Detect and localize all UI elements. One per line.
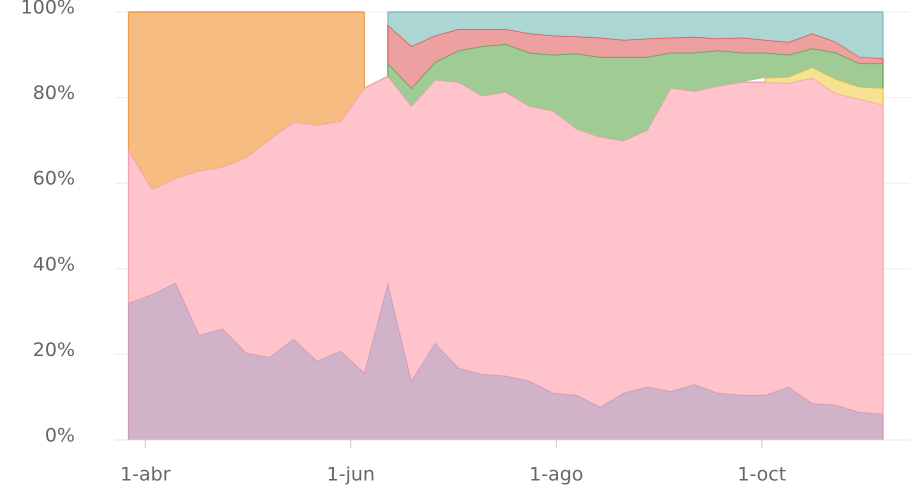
y-tick-label: 100% bbox=[21, 0, 75, 19]
y-tick-label: 80% bbox=[33, 82, 75, 104]
x-tick-label: 1-abr bbox=[120, 464, 171, 486]
x-tick-label: 1-oct bbox=[737, 464, 786, 486]
y-tick-label: 0% bbox=[45, 425, 75, 447]
y-tick-label: 60% bbox=[33, 168, 75, 190]
area bbox=[387, 12, 884, 59]
area bbox=[128, 76, 884, 414]
y-tick-label: 40% bbox=[33, 253, 75, 275]
area bbox=[128, 282, 884, 440]
area-edge bbox=[765, 66, 884, 89]
area bbox=[128, 12, 365, 190]
area bbox=[765, 67, 884, 105]
area bbox=[387, 24, 884, 89]
area bbox=[387, 44, 884, 141]
x-tick-label: 1-jun bbox=[327, 464, 375, 486]
y-tick-label: 20% bbox=[33, 339, 75, 361]
x-tick-label: 1-ago bbox=[529, 464, 583, 486]
